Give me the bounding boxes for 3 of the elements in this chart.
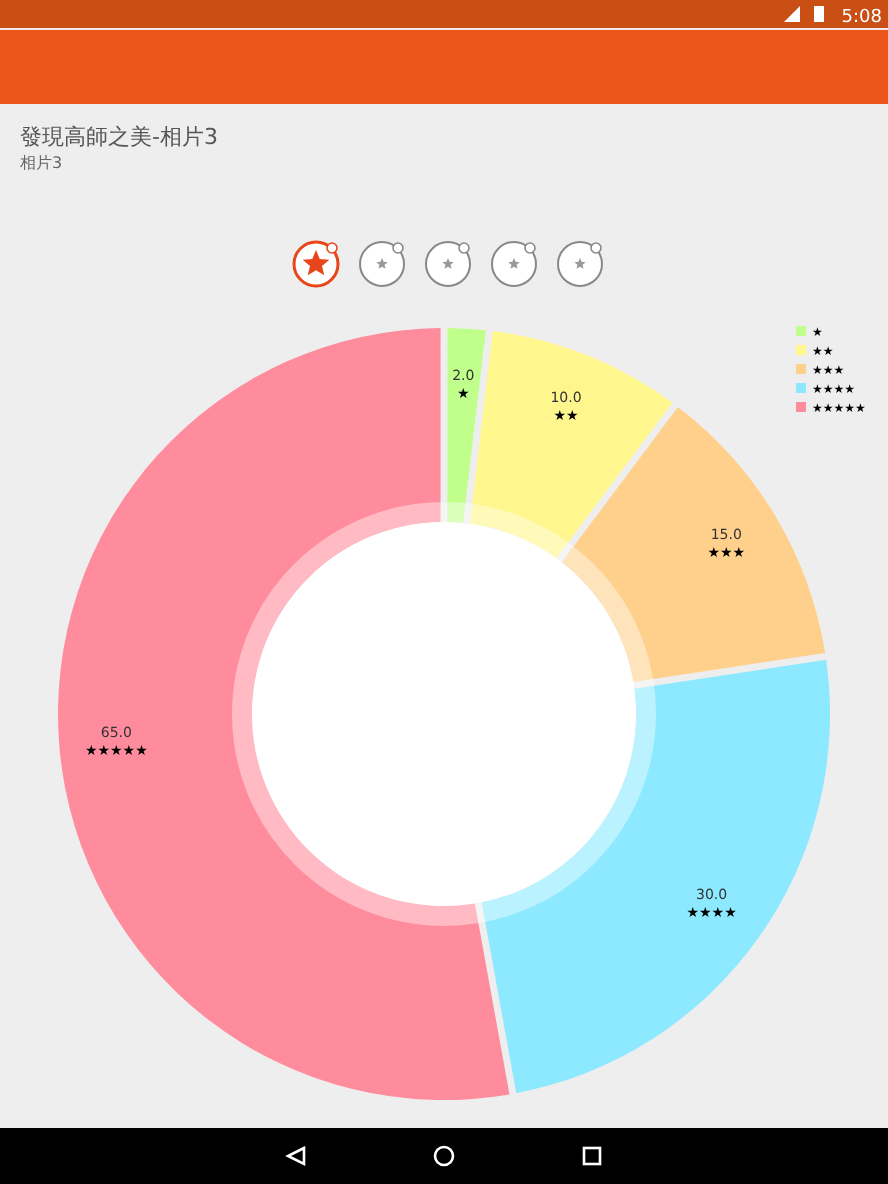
- chart-title: 發現高師之美-相片3: [20, 124, 218, 150]
- text: 5:08: [841, 8, 883, 28]
- chart-subtitle: 相片3: [20, 154, 63, 172]
